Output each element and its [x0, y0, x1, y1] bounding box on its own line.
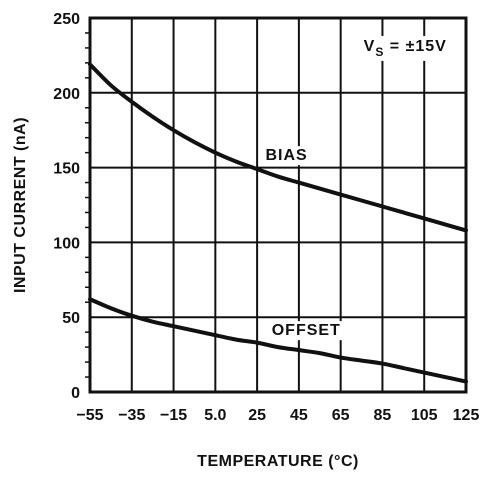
bias-label-background [261, 146, 312, 166]
condition-subscript: S [375, 45, 384, 59]
y-tick-label: 250 [53, 11, 80, 28]
x-tick-label: 125 [453, 407, 480, 424]
supply-voltage-condition: VS = ±15V [364, 38, 447, 59]
y-tick-label: 100 [53, 235, 80, 252]
x-tick-label: 65 [332, 407, 350, 424]
condition-main: V [364, 38, 376, 55]
condition-value: = ±15V [384, 38, 446, 55]
x-tick-label: −35 [118, 407, 145, 424]
y-tick-label: 50 [62, 310, 80, 327]
x-tick-label: −55 [76, 407, 103, 424]
offset-series-label: OFFSET [272, 322, 341, 339]
y-tick-label: 150 [53, 161, 80, 178]
x-tick-label: 85 [374, 407, 392, 424]
x-tick-label: 45 [290, 407, 308, 424]
y-tick-label: 0 [71, 385, 80, 402]
plot-frame [88, 16, 468, 394]
bias-series-label: BIAS [265, 147, 307, 164]
x-tick-label: 105 [411, 407, 438, 424]
plot-border [88, 16, 468, 394]
x-axis-title: TEMPERATURE (°C) [197, 453, 359, 470]
x-tick-label: 5.0 [204, 407, 226, 424]
y-tick-label: 200 [53, 86, 80, 103]
bias-current-line [88, 62, 468, 233]
offset-label-background [267, 321, 345, 341]
x-tick-labels: −55 −35 −15 5.0 25 45 65 85 105 125 [76, 407, 479, 424]
series-group [88, 62, 468, 384]
condition-label-background [359, 35, 451, 61]
y-tick-labels: 0 50 100 150 200 250 [53, 11, 80, 402]
x-tick-label: 25 [248, 407, 266, 424]
y-axis-title: INPUT CURRENT (nA) [12, 117, 29, 293]
x-tick-label: −15 [160, 407, 187, 424]
offset-current-line [88, 297, 468, 384]
